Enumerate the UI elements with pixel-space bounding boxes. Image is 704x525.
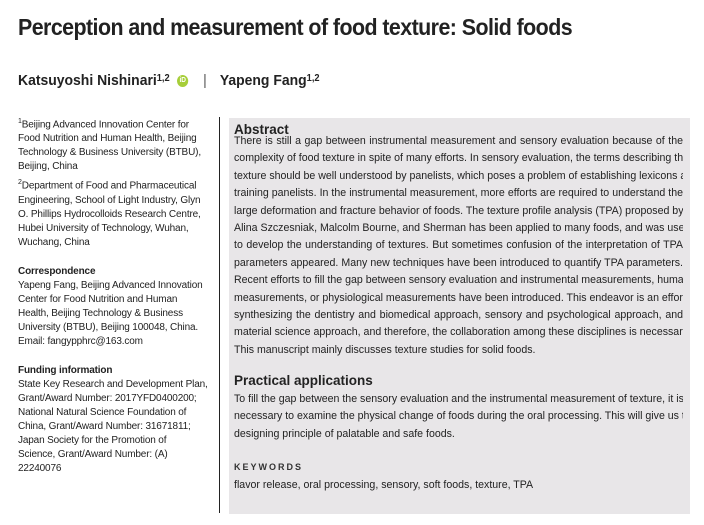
text-line: material science approach, and therefore…: [234, 326, 683, 339]
practical-applications-body: To fill the gap between the sensory eval…: [234, 391, 683, 443]
text-line: designing principle of palatable and saf…: [234, 427, 455, 440]
text-line: To fill the gap between the sensory eval…: [234, 393, 683, 405]
keywords-list: flavor release, oral processing, sensory…: [234, 479, 534, 491]
text-line: complexity of food texture in spite of m…: [234, 152, 683, 165]
abstract-heading: Abstract: [234, 122, 289, 137]
text-line: measurements, or physiological measureme…: [234, 291, 683, 304]
funding-line: National Natural Science Foundation of: [18, 406, 187, 418]
funding-line: 22240076: [18, 462, 62, 474]
affil-line: Hubei University of Technology, Wuhan,: [18, 222, 189, 234]
text-line: large deformation and fracture behavior …: [234, 204, 683, 217]
author-affil: 1,2: [156, 73, 170, 84]
affiliation-1: 1Beijing Advanced Innovation Center for …: [18, 115, 216, 174]
text-line: There is still a gap between instrumenta…: [234, 135, 683, 147]
affil-line: Wuchang, China: [18, 236, 90, 248]
affil-line: Beijing Advanced Innovation Center for: [21, 119, 189, 131]
text-line: Recent efforts to fill the gap between s…: [234, 274, 683, 287]
affil-line: Department of Food and Pharmaceutical: [21, 180, 197, 192]
author-name[interactable]: Katsuyoshi Nishinari: [18, 72, 157, 89]
text-line: necessary to examine the physical change…: [234, 410, 683, 423]
author-separator: |: [203, 72, 207, 89]
affil-line: Technology & Business University (BTBU),: [18, 147, 201, 159]
column-divider: [219, 117, 220, 513]
correspondence-line: Center for Food Nutrition and Human: [18, 293, 178, 305]
funding-line: Grant/Award Number: 2017YFD0400200;: [18, 392, 197, 404]
text-line: to develop the understanding of textures…: [234, 239, 683, 252]
correspondence-line: Yapeng Fang, Beijing Advanced Innovation: [18, 279, 203, 291]
article-info-column: 1Beijing Advanced Innovation Center for …: [18, 115, 216, 476]
affil-line: Engineering, School of Light Industry, G…: [18, 194, 201, 206]
text-line: This manuscript mainly discusses texture…: [234, 343, 536, 356]
text-line: parameters appeared. Many new techniques…: [234, 256, 683, 269]
text-line: Alina Szczesniak, Malcolm Bourne, and Sh…: [234, 222, 683, 235]
correspondence-line: University (BTBU), Beijing 100048, China…: [18, 321, 199, 333]
affil-line: Beijing, China: [18, 161, 78, 173]
abstract-body: There is still a gap between instrumenta…: [234, 133, 683, 359]
funding-line: State Key Research and Development Plan,: [18, 378, 208, 390]
text-line: texture should be well understood by pan…: [234, 169, 683, 182]
correspondence-line: Health, Beijing Technology & Business: [18, 307, 183, 319]
affil-number: 2: [18, 179, 22, 187]
affiliation-2: 2Department of Food and Pharmaceutical E…: [18, 176, 216, 249]
affil-line: Food Nutrition and Human Health, Beijing: [18, 133, 197, 145]
funding-line: Japan Society for the Promotion of: [18, 434, 167, 446]
correspondence-email[interactable]: Email: fangypphrc@163.com: [18, 335, 143, 347]
keywords-heading: KEYWORDS: [234, 462, 304, 472]
article-title: Perception and measurement of food textu…: [18, 14, 573, 40]
correspondence-heading: Correspondence: [18, 265, 96, 277]
text-line: training panelists. In the instrumental …: [234, 187, 683, 200]
text-line: synthesizing the dentistry and biomedica…: [234, 309, 683, 322]
funding-information: Funding information State Key Research a…: [18, 364, 216, 476]
author-affil: 1,2: [306, 73, 320, 84]
funding-line: Science, Grant/Award Number: (A): [18, 448, 168, 460]
funding-line: China, Grant/Award Number: 31671811;: [18, 420, 191, 432]
abstract-box: Abstract There is still a gap between in…: [229, 118, 690, 514]
funding-heading: Funding information: [18, 364, 113, 376]
orcid-icon[interactable]: iD: [177, 74, 189, 87]
author-list: Katsuyoshi Nishinari 1,2 iD | Yapeng Fang…: [18, 72, 320, 89]
affil-number: 1: [18, 118, 22, 125]
correspondence: Correspondence Yapeng Fang, Beijing Adva…: [18, 265, 216, 349]
author-name[interactable]: Yapeng Fang: [219, 72, 307, 89]
practical-applications-heading: Practical applications: [234, 373, 373, 388]
affil-line: O. Phillips Hydrocolloids Research Centr…: [18, 208, 201, 220]
